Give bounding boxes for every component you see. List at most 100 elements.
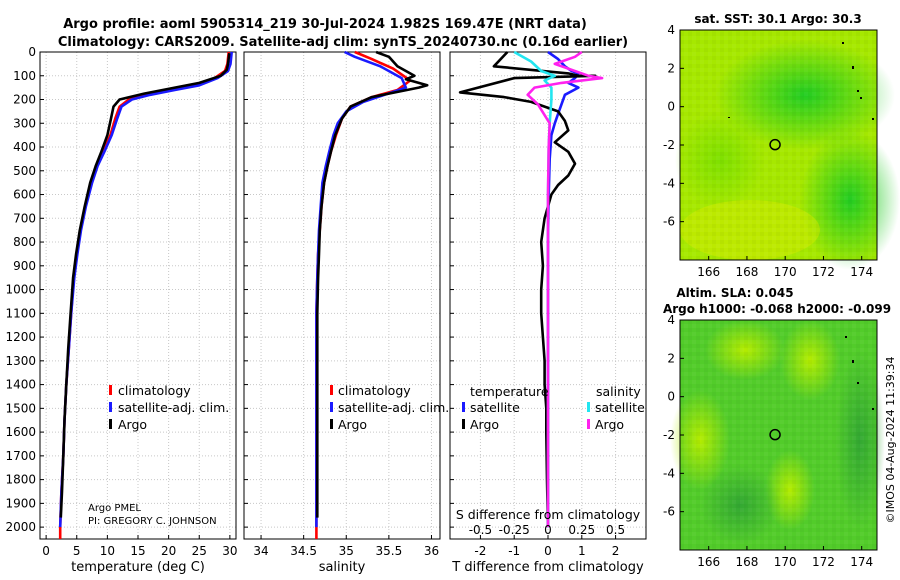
title-line-2: Climatology: CARS2009. Satellite-adj cli… [58, 35, 628, 50]
series-line-climatology [315, 50, 412, 539]
legend-swatch [330, 402, 333, 412]
sst-map-title: sat. SST: 30.1 Argo: 30.3 [694, 12, 861, 26]
legend-title-temperature: temperature [470, 384, 549, 399]
map-x-tick-label: 166 [697, 265, 720, 279]
temperature-profile-panel: 0 5 10 15 20 25 300100200300400500600700800900… [5, 45, 237, 575]
legend-label: satellite-adj. clim. [118, 400, 229, 415]
legend-swatch [330, 419, 333, 429]
y-tick-label: 1200 [5, 330, 36, 344]
s-tick-label: 0 [544, 523, 552, 537]
y-tick-label: 1500 [5, 401, 36, 415]
legend-label: Argo [118, 417, 147, 432]
map-x-tick-label: 166 [697, 555, 720, 569]
y-tick-label: 1000 [5, 283, 36, 297]
map-y-tick-label: -4 [663, 176, 675, 190]
x-tick-label: 1 [578, 544, 586, 558]
credit-institution: Argo PMEL [88, 503, 141, 514]
x-axis-label: T difference from climatology [451, 560, 644, 575]
map-x-tick-label: 172 [812, 555, 835, 569]
timestamp: ©IMOS 04-Aug-2024 11:39:34 [884, 357, 897, 524]
legend-swatch [330, 385, 333, 395]
map-x-tick-label: 168 [735, 265, 758, 279]
y-tick-label: 300 [13, 116, 36, 130]
s-tick-label: -0.5 [469, 523, 492, 537]
legend-label: Argo [470, 417, 499, 432]
y-tick-label: 600 [13, 188, 36, 202]
map-y-tick-label: 0 [667, 100, 675, 114]
y-tick-label: 1900 [5, 496, 36, 510]
x-tick-label: 34 [253, 544, 268, 558]
x-tick-label: 15 [130, 544, 145, 558]
x-tick-label: 10 [100, 544, 115, 558]
y-tick-label: 400 [13, 140, 36, 154]
series-line-salinity-argo [526, 50, 604, 528]
y-tick-label: 1800 [5, 473, 36, 487]
legend-title-salinity: salinity [596, 384, 641, 399]
y-tick-label: 900 [13, 259, 36, 273]
salinity-profile-panel: 34 34.5 35 35.5 36 salinity climatology satelli… [243, 50, 449, 575]
x-tick-label: 35.5 [376, 544, 403, 558]
x-tick-label: 34.5 [290, 544, 317, 558]
map-y-tick-label: -4 [663, 466, 675, 480]
x-axis-label: temperature (deg C) [71, 560, 205, 575]
sst-map-field [675, 30, 900, 270]
map-x-tick-label: 170 [774, 555, 797, 569]
x-tick-label: 35 [339, 544, 354, 558]
y-tick-label: 800 [13, 235, 36, 249]
s-tick-label: 0.25 [568, 523, 595, 537]
map-y-tick-label: -2 [663, 428, 675, 442]
sla-map-field [670, 320, 885, 550]
legend-label: satellite [595, 400, 645, 415]
series-line-climatology [58, 51, 230, 539]
sla-map-subtitle: Argo h1000: -0.068 h2000: -0.099 [663, 302, 891, 316]
y-tick-label: 1700 [5, 449, 36, 463]
x-tick-label: -1 [508, 544, 520, 558]
legend-label: Argo [338, 417, 367, 432]
x-tick-label: 25 [192, 544, 207, 558]
x-tick-label: -2 [474, 544, 486, 558]
argo-float-marker [769, 138, 781, 151]
y-tick-label: 700 [13, 211, 36, 225]
sla-map-title: Altim. SLA: 0.045 [676, 286, 793, 300]
map-y-tick-label: -2 [663, 138, 675, 152]
y-tick-label: 500 [13, 164, 36, 178]
difference-profile-panel: -2 -1 0 1 2 T difference from climatology temp… [449, 50, 647, 575]
y-tick-label: 1600 [5, 425, 36, 439]
map-y-tick-label: 2 [667, 61, 675, 75]
map-y-tick-label: 0 [667, 390, 675, 404]
map-y-tick-label: -6 [663, 505, 675, 519]
map-y-tick-label: 2 [667, 351, 675, 365]
argo-float-marker [769, 428, 781, 441]
legend-label: satellite [470, 400, 520, 415]
map-x-tick-label: 174 [850, 555, 873, 569]
x-tick-label: 0 [42, 544, 50, 558]
island-marks [728, 42, 874, 120]
series-line-argo [316, 50, 429, 518]
axes-frame [243, 51, 441, 540]
y-tick-label: 100 [13, 69, 36, 83]
legend-swatch [462, 402, 465, 412]
map-x-tick-label: 172 [812, 265, 835, 279]
legend-label: Argo [595, 417, 624, 432]
legend-swatch [109, 385, 112, 395]
sla-map-panel: Altim. SLA: 0.045 Argo h1000: -0.068 h20… [663, 286, 891, 551]
map-x-tick-label: 168 [735, 555, 758, 569]
s-tick-label: 0.5 [606, 523, 625, 537]
series-line-argo [59, 53, 231, 518]
x-tick-label: 20 [161, 544, 176, 558]
y-tick-label: 1400 [5, 378, 36, 392]
y-tick-label: 1100 [5, 306, 36, 320]
legend-label: climatology [338, 383, 411, 398]
sla-pixel-texture [680, 320, 877, 550]
map-x-tick-label: 170 [774, 265, 797, 279]
legend-swatch [462, 419, 465, 429]
sst-pixel-texture [680, 30, 877, 260]
legend-label: climatology [118, 383, 191, 398]
series-line-temperature-argo [458, 51, 597, 528]
legend-swatch [109, 419, 112, 429]
x-tick-label: 36 [424, 544, 439, 558]
island-marks [845, 336, 874, 410]
map-axes: 166 168 170 172 174 4 2 0 -2 -4 -6 166 168 170 172 174 4… [663, 23, 873, 569]
legend-swatch [587, 419, 590, 429]
legend-label: satellite-adj. clim. [338, 400, 449, 415]
